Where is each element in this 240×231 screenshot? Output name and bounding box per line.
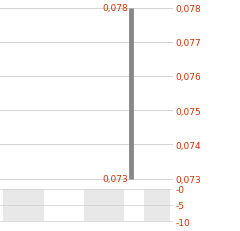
Bar: [144, 189, 170, 221]
Bar: [3, 189, 43, 221]
Text: 0,073: 0,073: [102, 174, 128, 183]
Text: 0,078: 0,078: [102, 4, 128, 13]
Bar: [84, 189, 124, 221]
